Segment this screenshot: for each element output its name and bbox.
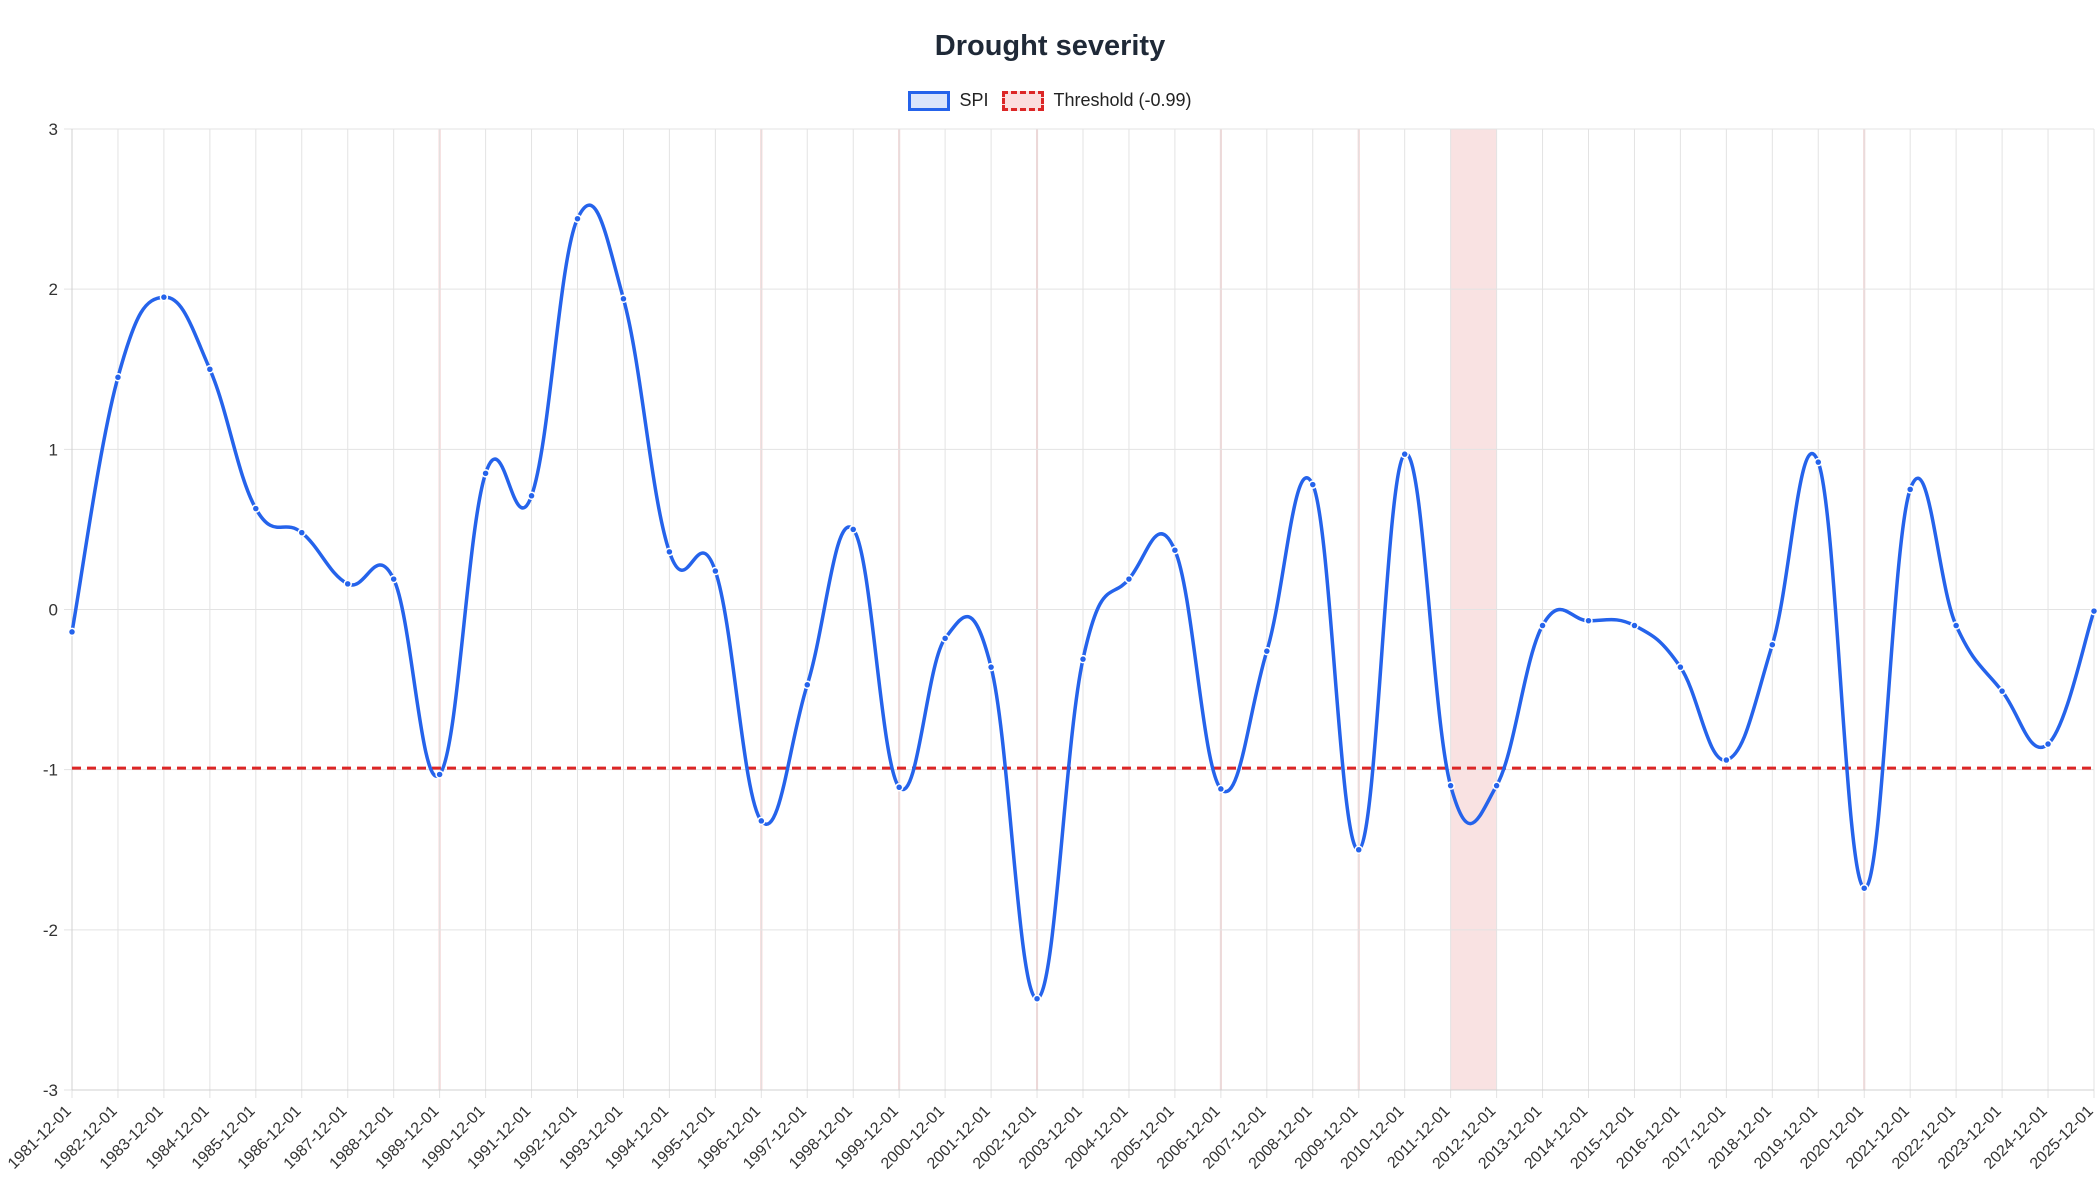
- legend-item-spi[interactable]: SPI: [908, 90, 988, 111]
- spi-point: [1124, 574, 1134, 584]
- y-tick-label: 3: [49, 120, 58, 139]
- spi-point: [251, 504, 261, 513]
- spi-point: [1584, 616, 1593, 625]
- spi-point: [1859, 883, 1869, 893]
- y-tick-label: 2: [49, 280, 58, 299]
- spi-point: [894, 783, 904, 792]
- spi-point: [1951, 621, 1961, 630]
- legend-swatch-spi: [908, 90, 951, 111]
- spi-point: [986, 662, 996, 672]
- spi-point: [1446, 781, 1455, 790]
- spi-point: [527, 491, 536, 501]
- spi-point: [2089, 606, 2099, 616]
- spi-point: [848, 525, 858, 534]
- y-tick-label: -2: [43, 921, 58, 940]
- spi-point: [1676, 662, 1685, 672]
- spi-point: [1032, 994, 1042, 1003]
- legend-swatch-threshold: [1002, 90, 1045, 111]
- spi-point: [1722, 755, 1731, 765]
- y-tick-label: 1: [49, 440, 58, 459]
- spi-point: [159, 292, 169, 302]
- spi-point: [711, 566, 720, 576]
- spi-point: [1216, 784, 1226, 794]
- spi-point: [1630, 621, 1639, 630]
- spi-point: [1354, 845, 1363, 854]
- spi-point: [297, 528, 307, 537]
- spi-point: [343, 579, 352, 589]
- spi-point: [1170, 545, 1180, 555]
- legend-label-threshold: Threshold (-0.99): [1053, 90, 1192, 110]
- spi-point: [1997, 686, 2007, 696]
- spi-point: [1078, 654, 1088, 664]
- legend-item-threshold[interactable]: Threshold (-0.99): [1002, 90, 1192, 111]
- spi-point: [1492, 781, 1501, 790]
- spi-point: [205, 365, 215, 374]
- chart-title: Drought severity: [934, 30, 1166, 62]
- spi-point: [1768, 640, 1777, 649]
- spi-point: [1262, 646, 1272, 656]
- spi-line: [70, 203, 2096, 1001]
- spi-point: [389, 574, 398, 584]
- spi-point: [2043, 739, 2053, 749]
- y-tick-label: -3: [43, 1081, 58, 1100]
- spi-point: [1400, 449, 1409, 459]
- spi-point: [113, 373, 123, 382]
- spi-point: [803, 680, 812, 690]
- spi-point: [67, 627, 77, 637]
- spi-point: [481, 469, 490, 478]
- legend: SPI Threshold (-0.99): [0, 90, 2100, 111]
- spi-point: [573, 214, 582, 223]
- spi-point: [1538, 621, 1547, 630]
- spi-point: [940, 634, 950, 643]
- spi-point: [1905, 485, 1915, 494]
- legend-label-spi: SPI: [959, 90, 989, 110]
- spi-point: [665, 547, 674, 557]
- y-tick-label: -1: [43, 761, 58, 780]
- spi-point: [619, 294, 628, 304]
- spi-point: [435, 770, 444, 779]
- spi-point: [757, 816, 766, 826]
- spi-point: [1308, 480, 1318, 489]
- spi-point: [1814, 457, 1823, 467]
- y-tick-label: 0: [49, 601, 58, 620]
